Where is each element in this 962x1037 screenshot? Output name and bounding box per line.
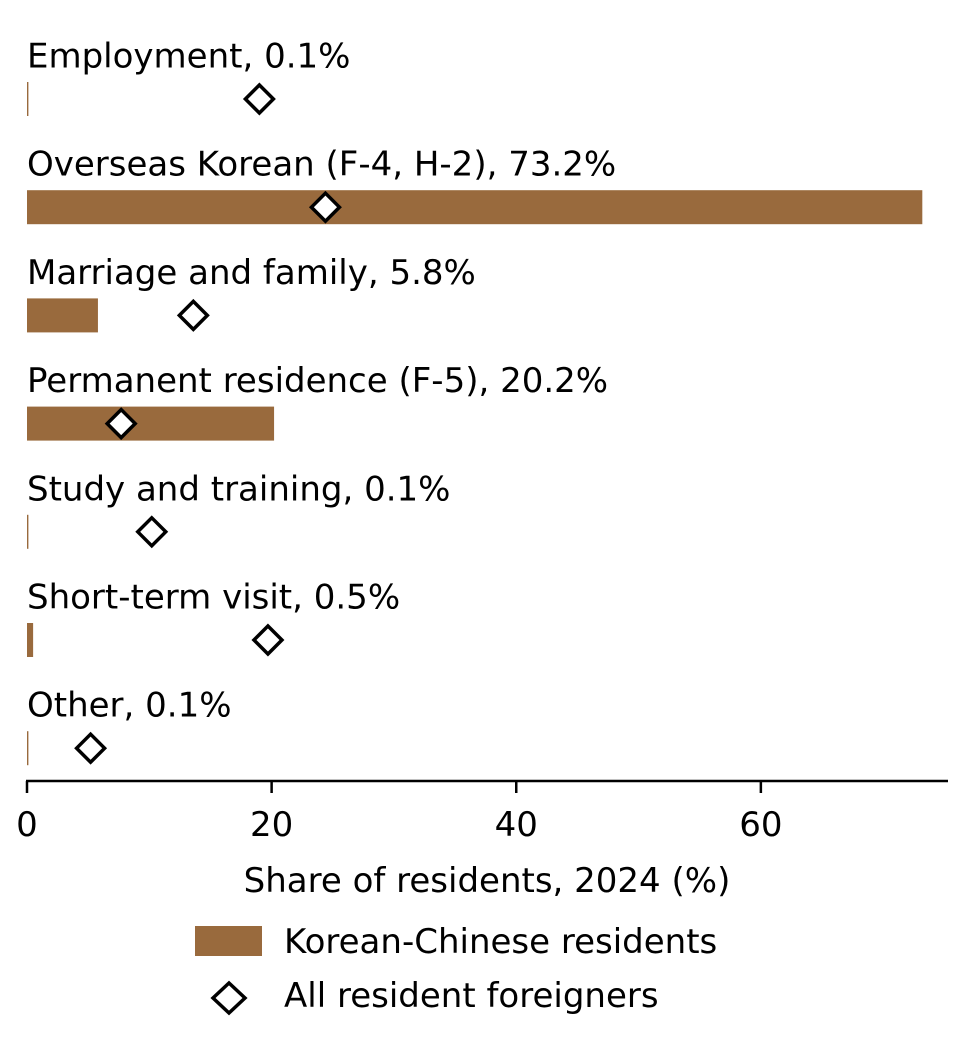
legend-label-bars: Korean-Chinese residents [284,922,717,962]
legend: Korean-Chinese residents All resident fo… [195,922,717,1016]
x-tick-label: 40 [495,805,538,845]
category-label: Overseas Korean (F-4, H-2), 73.2% [27,145,616,185]
legend-swatch-bars [195,926,262,956]
x-tick-label: 60 [739,805,782,845]
legend-diamond-icon [210,980,248,1016]
bar [27,190,923,225]
category-label: Employment, 0.1% [27,37,350,77]
marker-diamond [251,623,285,657]
bar [27,298,98,333]
bar [27,406,275,441]
marker-diamond [74,731,108,765]
plot-area: Employment, 0.1% Overseas Korean (F-4, H-… [27,37,923,766]
category-label: Study and training, 0.1% [27,469,450,509]
category-label: Permanent residence (F-5), 20.2% [27,361,608,401]
x-axis: 0 20 40 60 [16,779,948,845]
bar [27,514,29,549]
x-tick-label: 0 [16,805,38,845]
marker-diamond [242,82,276,116]
bar [27,731,29,766]
marker-diamond [104,407,138,441]
marker-diamond [176,298,210,332]
category-label: Other, 0.1% [27,686,232,726]
marker-diamond [308,190,342,224]
legend-label-markers: All resident foreigners [284,976,659,1016]
category-label: Marriage and family, 5.8% [27,253,476,293]
category-label: Short-term visit, 0.5% [27,578,400,618]
bar [27,82,29,116]
x-axis-title: Share of residents, 2024 (%) [244,861,731,901]
marker-diamond [135,515,169,549]
bar [27,623,34,657]
x-tick-label: 20 [250,805,293,845]
